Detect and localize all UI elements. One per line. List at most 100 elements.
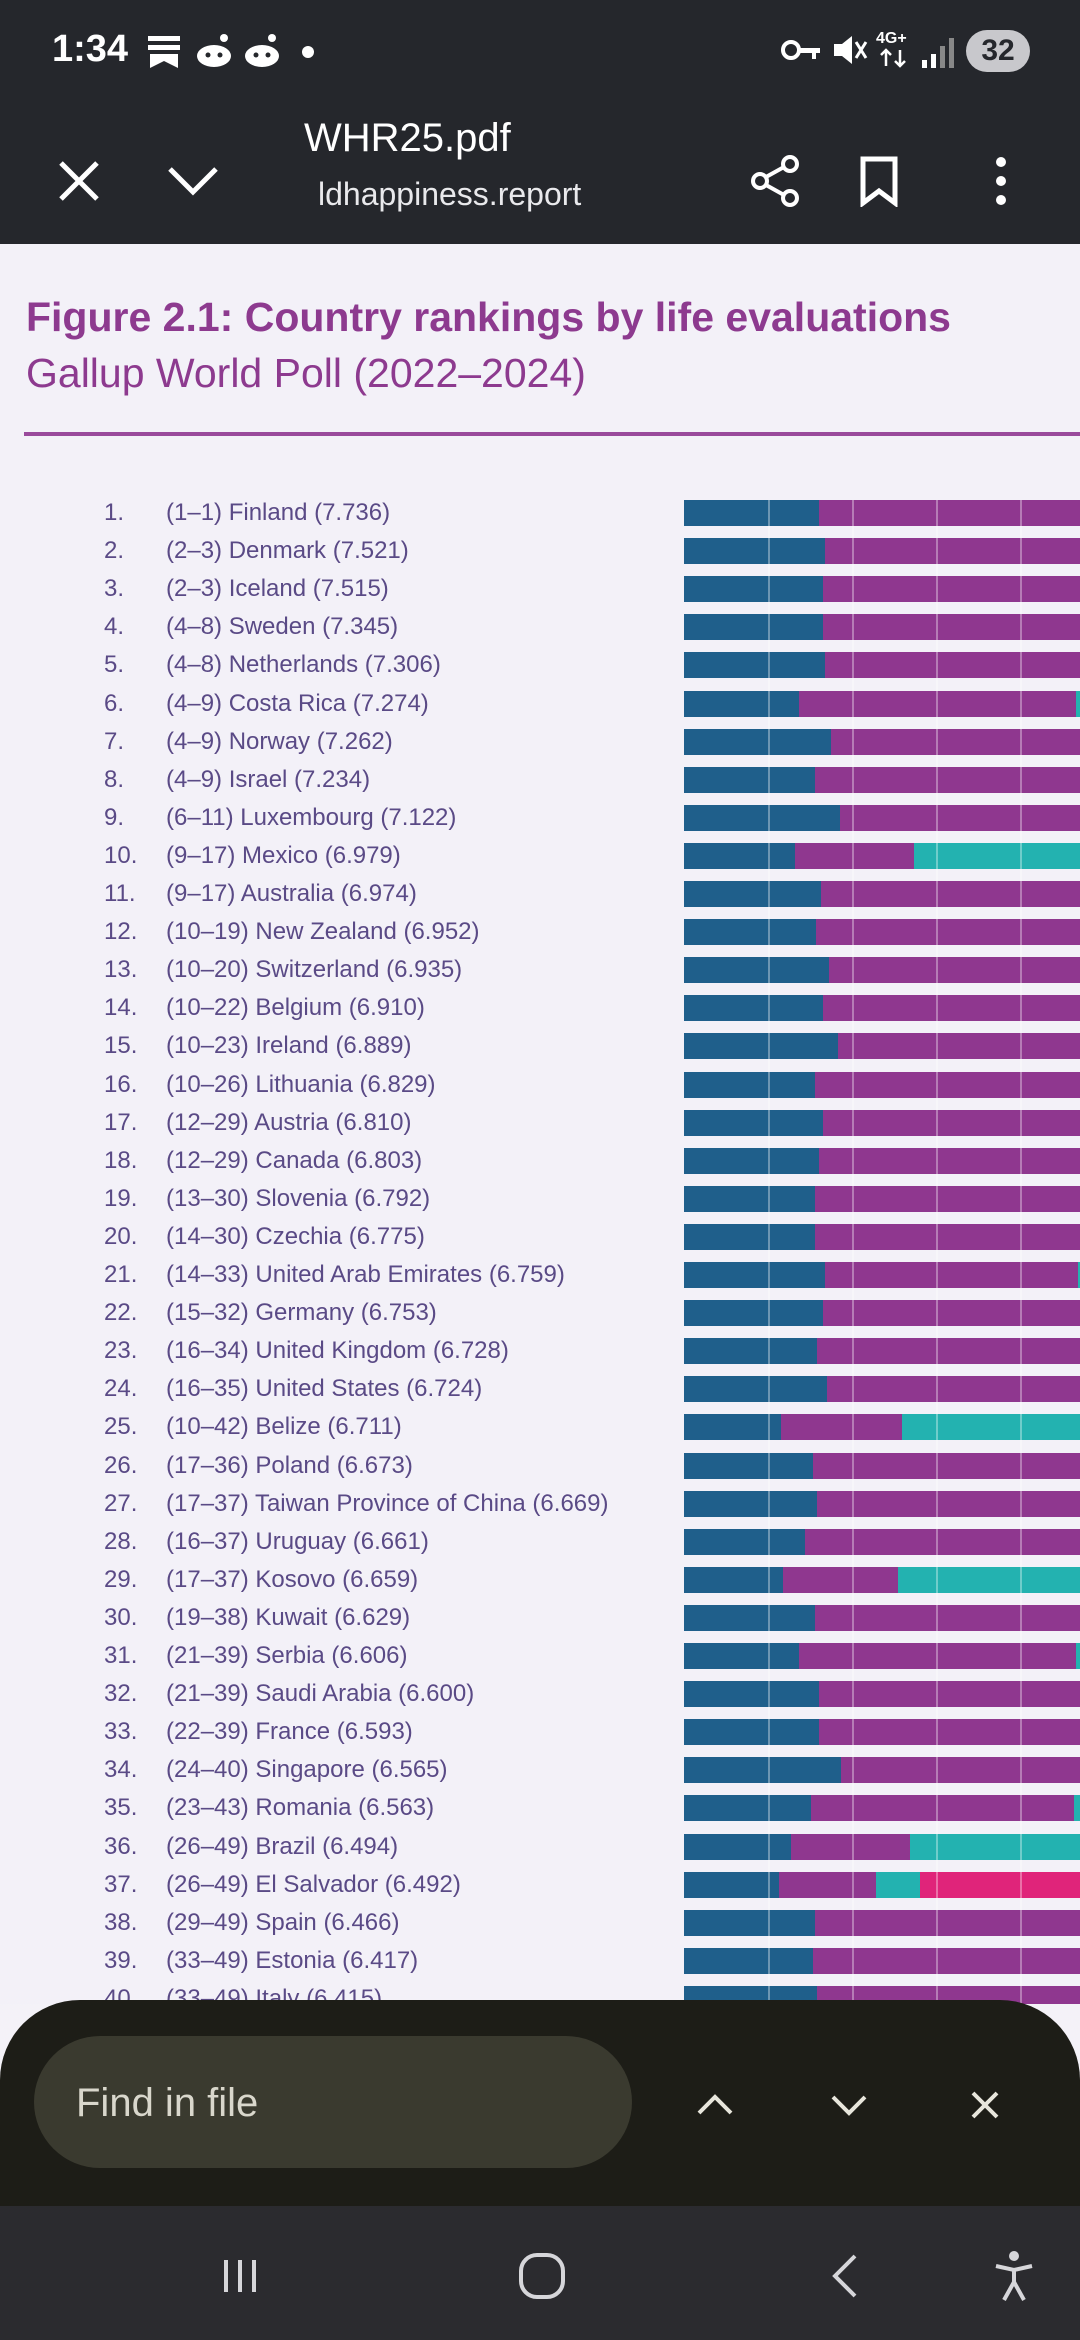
battery-indicator: 32 <box>966 30 1030 72</box>
figure-subtitle: Gallup World Poll (2022–2024) <box>26 350 586 396</box>
bar-segment-purple <box>814 1185 1080 1212</box>
find-close-button[interactable] <box>940 2060 1030 2150</box>
bar-segment-purple <box>823 1109 1080 1136</box>
bar-segment-pink <box>919 1871 1080 1898</box>
close-icon <box>971 2091 999 2119</box>
rank-number: 22. <box>104 1299 138 1327</box>
reddit-icon <box>197 34 231 67</box>
rank-number: 9. <box>104 803 125 831</box>
pdf-page[interactable]: Figure 2.1: Country rankings by life eva… <box>0 244 1080 2004</box>
country-entry: (9–17) Australia (6.974) <box>166 880 417 907</box>
country-entry: (10–19) New Zealand (6.952) <box>166 918 480 946</box>
rank-number: 28. <box>104 1527 138 1555</box>
bar-segment-purple <box>794 842 915 869</box>
country-entry: (10–42) Belize (6.711) <box>166 1413 402 1441</box>
bar-segment-blue <box>684 1338 819 1365</box>
bar-segment-blue <box>684 576 825 603</box>
bar-segment-blue <box>684 652 826 679</box>
grid-line <box>852 500 854 2004</box>
bar-segment-blue <box>684 1452 814 1479</box>
rank-number: 31. <box>104 1642 138 1669</box>
accessibility-button[interactable] <box>964 2226 1064 2326</box>
country-entry: (12–29) Canada (6.803) <box>166 1146 423 1174</box>
country-entry: (16–35) United States (6.724) <box>166 1375 483 1403</box>
bar-segment-blue <box>684 1071 816 1098</box>
close-icon <box>59 161 99 201</box>
back-icon <box>832 2254 857 2298</box>
country-entry: (10–22) Belgium (6.910) <box>166 994 425 1022</box>
rank-number: 27. <box>104 1489 138 1517</box>
rank-number: 37. <box>104 1870 138 1898</box>
bookmark-icon <box>860 156 898 207</box>
find-bar <box>0 2000 1080 2206</box>
document-title: WHR25.pdf <box>304 116 511 160</box>
ranking-bar <box>684 1566 1080 1593</box>
bar-segment-purple <box>820 881 1080 907</box>
rank-number: 18. <box>104 1146 138 1174</box>
ranking-bar <box>684 728 1080 755</box>
ranking-bar <box>684 1147 1080 1174</box>
document-title-area[interactable]: WHR25.pdf ldhappiness.report <box>290 110 690 244</box>
ranking-bar <box>684 1033 1080 1060</box>
find-next-button[interactable] <box>804 2060 894 2150</box>
rank-number: 8. <box>104 765 125 793</box>
rank-number: 33. <box>104 1718 138 1746</box>
ranking-bar <box>684 881 1080 907</box>
ranking-bar <box>684 576 1080 603</box>
country-entry: (2–3) Denmark (7.521) <box>166 537 409 565</box>
bar-segment-blue <box>684 690 800 717</box>
ranking-bar <box>684 614 1080 641</box>
reddit-icon <box>245 34 279 67</box>
bar-segment-purple <box>817 1490 1080 1517</box>
rank-number: 34. <box>104 1756 138 1784</box>
bar-segment-blue <box>684 1871 781 1898</box>
ranking-bar <box>684 919 1080 946</box>
expand-button[interactable] <box>148 136 238 226</box>
bar-segment-purple <box>824 652 1080 679</box>
ranking-bar <box>684 1909 1080 1936</box>
document-source: ldhappiness.report <box>318 176 582 212</box>
bar-segment-purple <box>841 1757 1080 1784</box>
bar-segment-blue <box>684 1566 784 1593</box>
rank-number: 38. <box>104 1908 138 1936</box>
bar-segment-blue <box>684 1719 820 1746</box>
bar-segment-purple <box>823 614 1080 641</box>
signal-icon <box>922 38 954 68</box>
ranking-bar <box>684 804 1080 831</box>
home-button[interactable] <box>492 2226 592 2326</box>
recents-button[interactable] <box>190 2226 290 2326</box>
more-options-button[interactable] <box>956 136 1046 226</box>
ranking-bar <box>684 1071 1080 1098</box>
bar-segment-blue <box>684 728 832 755</box>
find-box <box>34 2036 632 2168</box>
rank-number: 4. <box>104 613 125 641</box>
find-input[interactable] <box>74 2070 598 2136</box>
title-divider <box>24 432 1080 436</box>
bar-segment-purple <box>815 919 1080 946</box>
bar-segment-blue <box>684 500 820 526</box>
rank-number: 15. <box>104 1032 138 1060</box>
bar-segment-purple <box>826 1376 1080 1403</box>
bar-segment-teal <box>901 1414 1080 1441</box>
ranking-bar <box>684 1604 1080 1631</box>
country-entry: (29–49) Spain (6.466) <box>166 1908 400 1936</box>
country-entry: (13–30) Slovenia (6.792) <box>166 1184 431 1212</box>
rank-number: 12. <box>104 918 138 946</box>
close-button[interactable] <box>34 136 124 226</box>
country-entry: (16–34) United Kingdom (6.728) <box>166 1337 509 1365</box>
bar-segment-blue <box>684 1795 812 1822</box>
country-entry: (33–49) Estonia (6.417) <box>166 1946 419 1974</box>
ranking-bar <box>684 1185 1080 1212</box>
bar-segment-purple <box>824 1262 1080 1288</box>
bar-segment-purple <box>804 1528 1080 1555</box>
bar-segment-purple <box>814 1604 1080 1631</box>
bar-segment-purple <box>814 1909 1080 1936</box>
find-previous-button[interactable] <box>670 2060 760 2150</box>
bar-segment-blue <box>684 1300 825 1327</box>
share-button[interactable] <box>730 136 820 226</box>
bookmark-button[interactable] <box>834 136 924 226</box>
home-icon <box>519 2253 565 2299</box>
ranking-bar <box>684 1452 1080 1479</box>
bar-segment-blue <box>684 1947 814 1974</box>
back-button[interactable] <box>794 2226 894 2326</box>
